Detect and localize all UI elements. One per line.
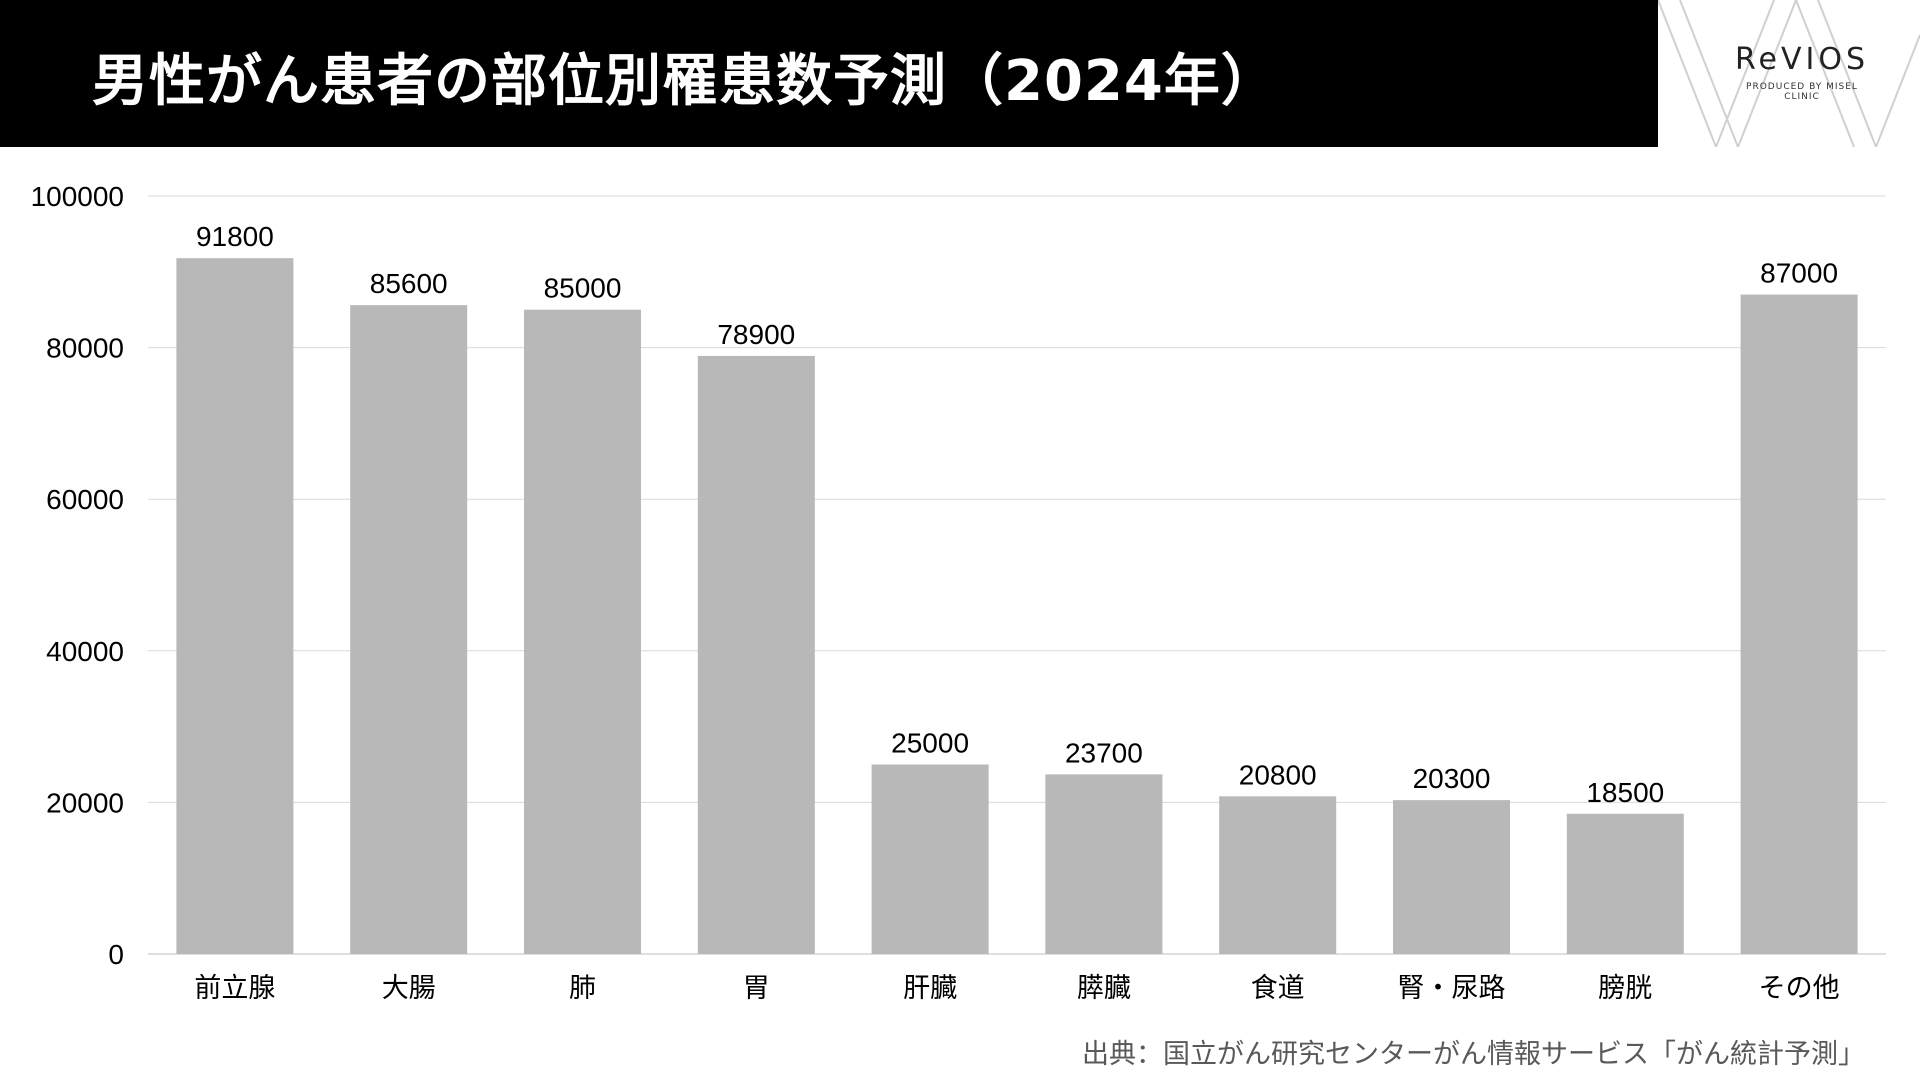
bar	[350, 305, 468, 955]
x-tick-label: 膵臓	[1077, 973, 1131, 1004]
y-tick-label: 40000	[46, 636, 124, 667]
x-tick-label: 胃	[743, 973, 770, 1004]
bar	[1740, 294, 1858, 954]
x-tick-label: 前立腺	[194, 973, 275, 1004]
bar	[176, 258, 294, 954]
y-tick-label: 100000	[31, 181, 124, 212]
x-tick-label: 肝臓	[903, 973, 957, 1004]
data-label: 78900	[717, 319, 795, 350]
data-label: 20800	[1239, 759, 1317, 790]
x-tick-label: 大腸	[382, 973, 436, 1004]
y-tick-label: 80000	[46, 333, 124, 364]
x-tick-label: 食道	[1251, 973, 1305, 1004]
bar	[1219, 796, 1337, 954]
x-tick-label: その他	[1759, 973, 1840, 1004]
data-label: 85600	[370, 268, 448, 299]
data-label: 25000	[891, 728, 969, 759]
data-label: 85000	[544, 273, 622, 304]
bar	[1566, 813, 1684, 954]
logo: ReVIOS PRODUCED BY MISEL CLINIC	[1658, 0, 1920, 147]
data-label: 87000	[1760, 258, 1838, 289]
x-tick-label: 腎・尿路	[1398, 973, 1506, 1004]
bar	[1393, 800, 1510, 954]
source-citation: 出典：国立がん研究センターがん情報サービス「がん統計予測」	[1082, 1039, 1865, 1070]
data-label: 18500	[1586, 777, 1664, 808]
bar	[524, 309, 641, 954]
page-title: 男性がん患者の部位別罹患数予測（2024年）	[92, 49, 1278, 114]
x-tick-label: 膀胱	[1598, 973, 1652, 1004]
y-tick-label: 0	[108, 939, 124, 970]
bar	[697, 355, 815, 954]
y-tick-label: 20000	[46, 787, 124, 818]
logo-tagline: PRODUCED BY MISEL CLINIC	[1746, 82, 1858, 102]
bar	[1045, 774, 1163, 954]
logo-mark-icon	[1658, 0, 1920, 147]
data-label: 20300	[1413, 763, 1491, 794]
logo-name: ReVIOS	[1735, 42, 1869, 77]
bar	[871, 764, 989, 954]
x-tick-label: 肺	[569, 973, 596, 1004]
data-label: 23700	[1065, 737, 1143, 768]
y-tick-label: 60000	[46, 484, 124, 515]
data-label: 91800	[196, 221, 274, 252]
header-bar	[0, 0, 1658, 147]
